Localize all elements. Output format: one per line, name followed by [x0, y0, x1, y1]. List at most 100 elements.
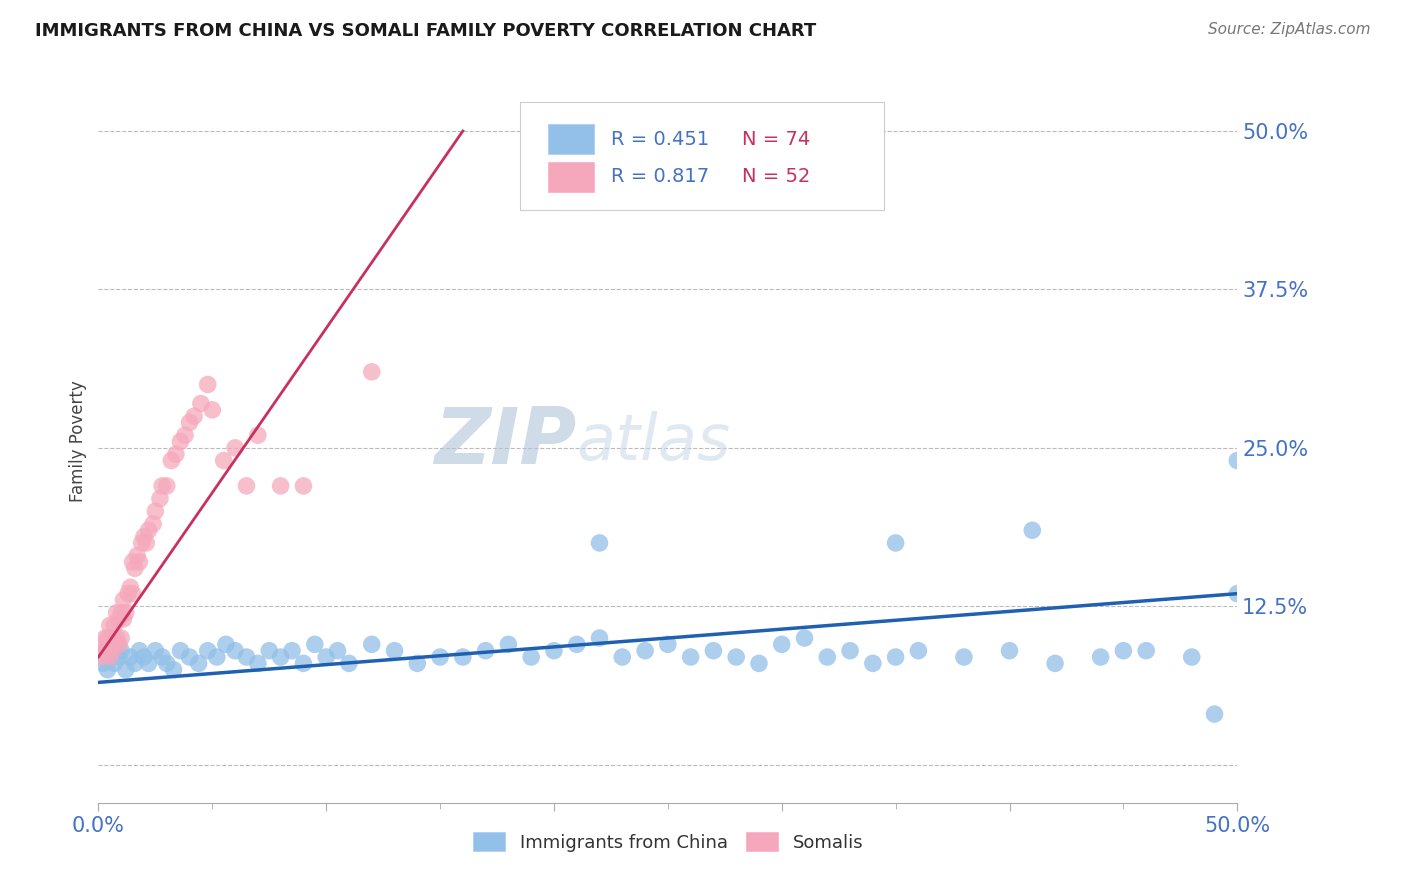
Point: [121, 587, 143, 601]
Point: [748, 657, 770, 671]
Point: [235, 479, 257, 493]
Point: [174, 428, 197, 442]
Point: [117, 587, 139, 601]
Point: [1135, 643, 1157, 657]
Point: [127, 549, 149, 563]
Point: [110, 606, 132, 620]
Point: [839, 643, 862, 657]
Y-axis label: Family Poverty: Family Poverty: [69, 381, 87, 502]
Point: [110, 631, 132, 645]
Point: [187, 657, 209, 671]
FancyBboxPatch shape: [548, 161, 593, 192]
Point: [679, 650, 702, 665]
Point: [162, 663, 184, 677]
Point: [131, 536, 153, 550]
Point: [165, 447, 187, 461]
FancyBboxPatch shape: [548, 124, 593, 154]
Point: [197, 643, 219, 657]
Point: [498, 637, 520, 651]
Point: [121, 555, 143, 569]
Point: [149, 491, 172, 506]
Text: Source: ZipAtlas.com: Source: ZipAtlas.com: [1208, 22, 1371, 37]
Point: [1181, 650, 1204, 665]
Point: [235, 650, 257, 665]
Point: [657, 637, 679, 651]
Text: N = 52: N = 52: [742, 168, 810, 186]
Point: [138, 657, 160, 671]
Point: [105, 637, 128, 651]
Point: [1090, 650, 1112, 665]
FancyBboxPatch shape: [520, 102, 884, 211]
Point: [135, 536, 157, 550]
Point: [103, 637, 125, 651]
Point: [156, 479, 179, 493]
Point: [212, 453, 235, 467]
Point: [110, 643, 132, 657]
Point: [124, 561, 146, 575]
Point: [1112, 643, 1135, 657]
Point: [884, 536, 907, 550]
Point: [429, 650, 451, 665]
Point: [124, 657, 146, 671]
Point: [884, 650, 907, 665]
Point: [128, 555, 150, 569]
Point: [862, 657, 884, 671]
Point: [105, 631, 128, 645]
Point: [101, 631, 124, 645]
Point: [179, 650, 201, 665]
Point: [292, 479, 315, 493]
Point: [1226, 453, 1249, 467]
Point: [201, 402, 224, 417]
Point: [94, 643, 117, 657]
Text: ZIP: ZIP: [434, 403, 576, 480]
Point: [998, 643, 1021, 657]
Point: [128, 643, 150, 657]
Point: [259, 643, 281, 657]
Point: [205, 650, 228, 665]
Point: [315, 650, 337, 665]
Point: [1226, 587, 1249, 601]
Point: [612, 650, 634, 665]
Point: [770, 637, 793, 651]
Point: [150, 650, 173, 665]
Point: [91, 657, 114, 671]
Point: [98, 618, 121, 632]
Point: [103, 657, 125, 671]
Point: [112, 612, 135, 626]
Point: [326, 643, 349, 657]
Point: [183, 409, 205, 424]
Point: [114, 663, 136, 677]
Point: [108, 637, 131, 651]
Point: [406, 657, 429, 671]
Point: [702, 643, 724, 657]
Point: [520, 650, 543, 665]
Point: [145, 504, 167, 518]
Point: [588, 536, 610, 550]
Point: [281, 643, 304, 657]
Point: [953, 650, 976, 665]
Point: [98, 650, 121, 665]
Point: [725, 650, 748, 665]
Point: [215, 637, 238, 651]
Point: [360, 637, 382, 651]
Text: atlas: atlas: [576, 410, 731, 473]
Point: [169, 643, 191, 657]
Point: [270, 650, 292, 665]
Point: [98, 650, 121, 665]
Point: [120, 580, 142, 594]
Text: R = 0.451: R = 0.451: [612, 129, 709, 149]
Point: [112, 593, 135, 607]
Point: [197, 377, 219, 392]
Point: [1204, 707, 1226, 722]
Point: [156, 657, 179, 671]
Point: [224, 441, 246, 455]
Point: [588, 631, 610, 645]
Point: [304, 637, 326, 651]
Point: [105, 606, 128, 620]
Text: R = 0.817: R = 0.817: [612, 168, 709, 186]
Point: [101, 643, 124, 657]
Point: [160, 453, 183, 467]
Point: [138, 523, 160, 537]
Point: [103, 618, 125, 632]
Point: [474, 643, 496, 657]
